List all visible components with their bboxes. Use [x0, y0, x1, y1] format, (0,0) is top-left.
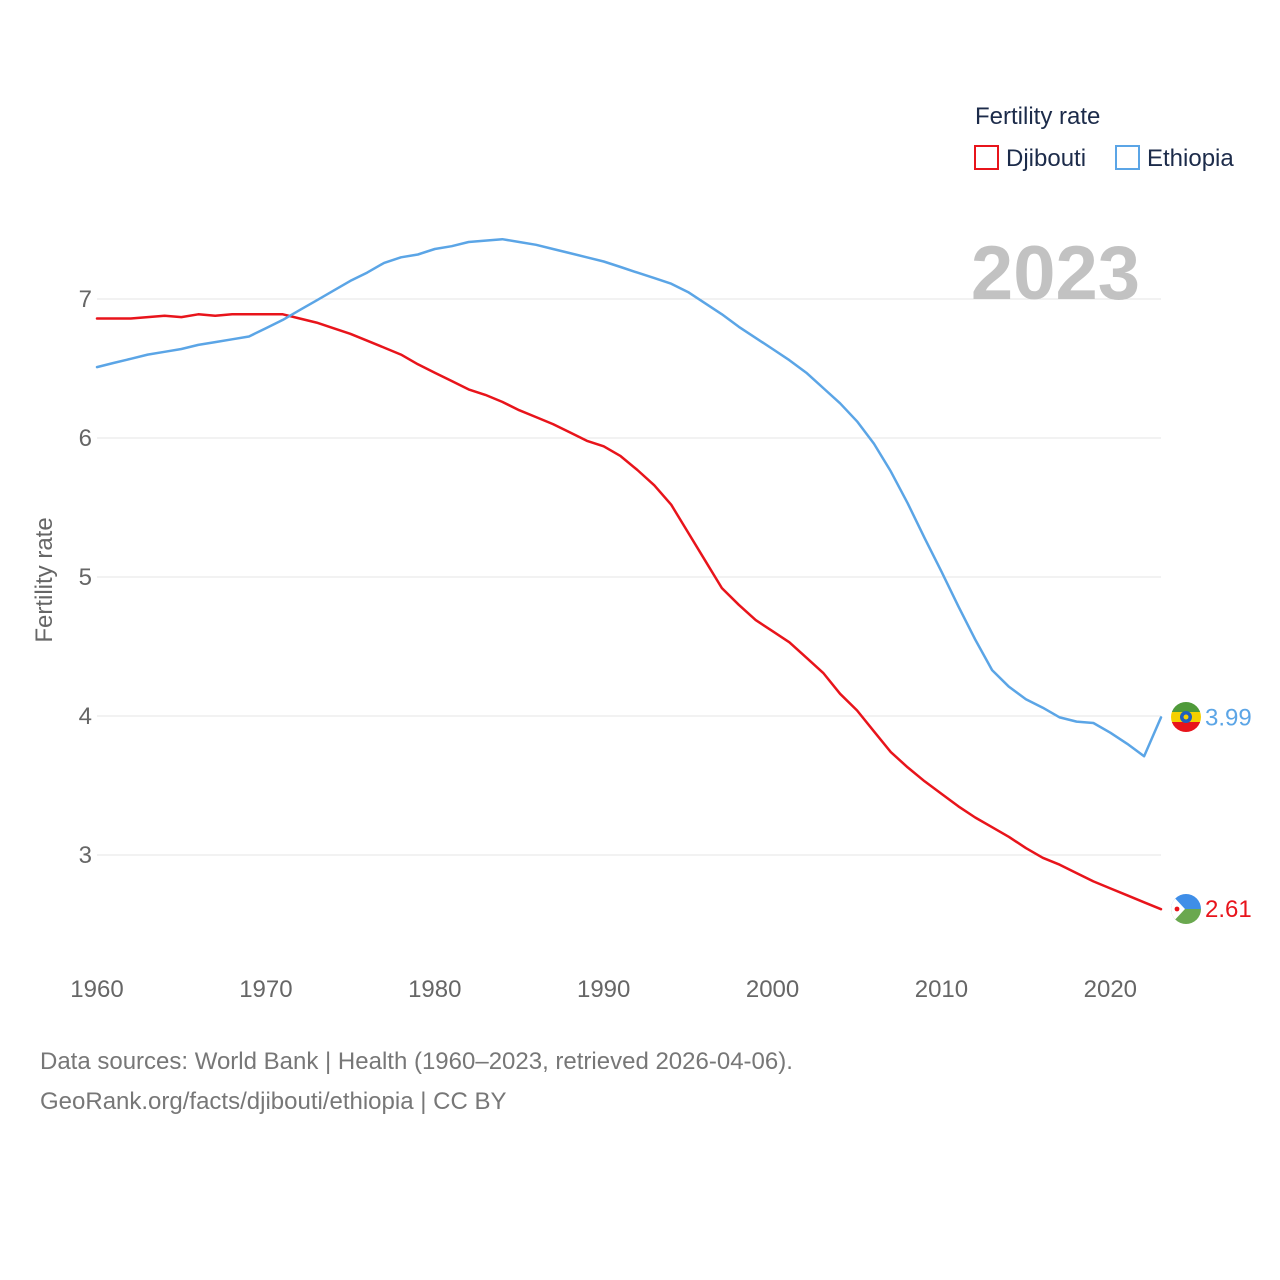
grid-lines [97, 298, 1161, 856]
x-tick-label: 1960 [70, 976, 123, 1003]
y-tick-label: 6 [79, 425, 92, 452]
x-axis-ticks: 1960 1970 1980 1990 2000 2010 2020 [70, 976, 1137, 1003]
x-tick-label: 2000 [746, 976, 799, 1003]
series-line-djibouti [95, 313, 1163, 911]
flags [1171, 702, 1201, 924]
djibouti-flag-icon [1171, 894, 1201, 924]
legend: Fertility rate Djibouti Ethiopia [974, 103, 1234, 172]
year-label: 2023 [971, 231, 1140, 316]
legend-swatch-djibouti [974, 145, 999, 170]
y-axis-label: Fertility rate [31, 517, 58, 642]
legend-swatch-ethiopia [1115, 145, 1140, 170]
attribution-link[interactable]: GeoRank.org/facts/djibouti/ethiopia | CC… [40, 1088, 507, 1115]
series [95, 237, 1163, 911]
x-tick-label: 1990 [577, 976, 630, 1003]
series-line-ethiopia [95, 237, 1163, 758]
y-axis-ticks: 3 4 5 6 7 [79, 286, 92, 869]
y-tick-label: 7 [79, 286, 92, 313]
y-tick-label: 4 [79, 703, 92, 730]
legend-label-ethiopia: Ethiopia [1147, 145, 1234, 172]
x-tick-label: 2020 [1084, 976, 1137, 1003]
legend-label-djibouti: Djibouti [1006, 145, 1086, 172]
end-label-djibouti: 2.61 [1205, 896, 1252, 923]
y-tick-label: 5 [79, 564, 92, 591]
x-tick-label: 2010 [915, 976, 968, 1003]
data-source-text: Data sources: World Bank | Health (1960–… [40, 1048, 793, 1075]
footer: Data sources: World Bank | Health (1960–… [40, 1042, 793, 1122]
ethiopia-flag-icon [1171, 702, 1201, 732]
x-tick-label: 1970 [239, 976, 292, 1003]
end-label-ethiopia: 3.99 [1205, 704, 1252, 731]
y-tick-label: 3 [79, 842, 92, 869]
end-labels: 2.61 3.99 [1205, 704, 1252, 923]
x-tick-label: 1980 [408, 976, 461, 1003]
legend-title: Fertility rate [975, 103, 1100, 130]
